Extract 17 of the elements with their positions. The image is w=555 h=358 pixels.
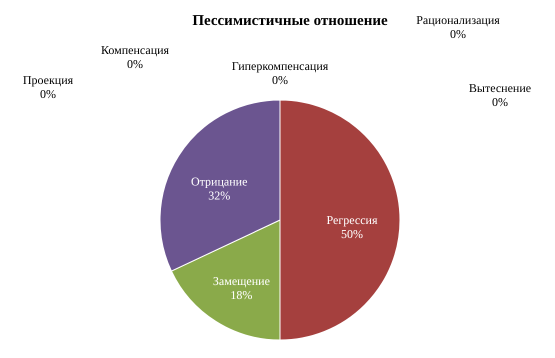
slice-label: Отрицание xyxy=(191,174,248,188)
category-label: Компенсация xyxy=(100,43,170,57)
chart-title: Пессимистичные отношение xyxy=(192,13,388,29)
text: 0% xyxy=(40,87,56,101)
text: 0% xyxy=(492,95,508,109)
category-label: Рационализация xyxy=(416,13,500,27)
data-label: 32% xyxy=(208,188,230,202)
data-label: 18% xyxy=(230,288,252,302)
text: 0% xyxy=(450,27,466,41)
category-label: Проекция xyxy=(22,73,74,87)
category-label: Вытеснение xyxy=(468,81,532,95)
text: 0% xyxy=(272,73,288,87)
slice-label: Регрессия xyxy=(326,213,378,227)
category-label: Гиперкомпенсация xyxy=(232,59,328,73)
text: 0% xyxy=(127,57,143,71)
data-label: 50% xyxy=(341,227,363,241)
slice-label: Замещение xyxy=(212,274,270,288)
